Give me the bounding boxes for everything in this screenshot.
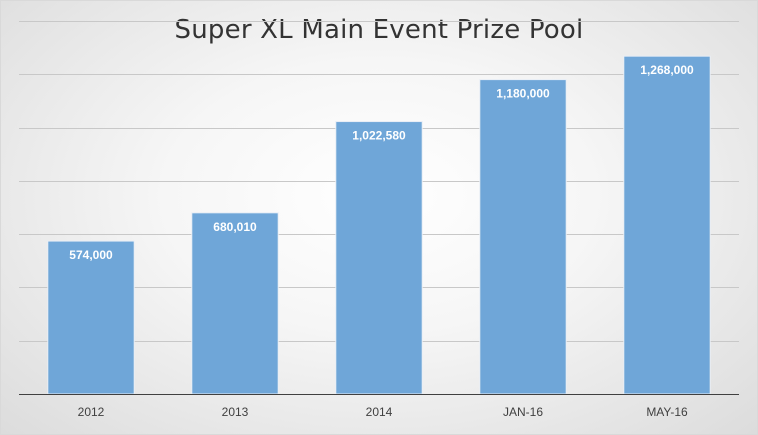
data-label: 1,022,580 (352, 129, 406, 143)
bar-2013 (191, 212, 279, 395)
x-tick-label: 2014 (366, 405, 393, 419)
chart-title: Super XL Main Event Prize Pool (174, 15, 584, 45)
data-label: 574,000 (69, 248, 113, 262)
bar-may-16 (623, 55, 711, 395)
bar-jan-16 (479, 79, 567, 395)
data-label: 1,268,000 (640, 63, 694, 77)
x-tick-label: JAN-16 (503, 405, 543, 419)
x-axis: 2012 2013 2014 JAN-16 MAY-16 (19, 394, 739, 419)
data-label: 1,180,000 (496, 87, 550, 101)
x-tick-label: 2013 (222, 405, 249, 419)
x-tick-label: MAY-16 (646, 405, 688, 419)
data-label: 680,010 (213, 220, 257, 234)
bars: 574,000 680,010 1,022,580 1,180,000 1,268,00… (47, 55, 711, 395)
bar-2014 (335, 121, 423, 395)
bar-2012 (47, 240, 135, 395)
x-tick-label: 2012 (78, 405, 105, 419)
